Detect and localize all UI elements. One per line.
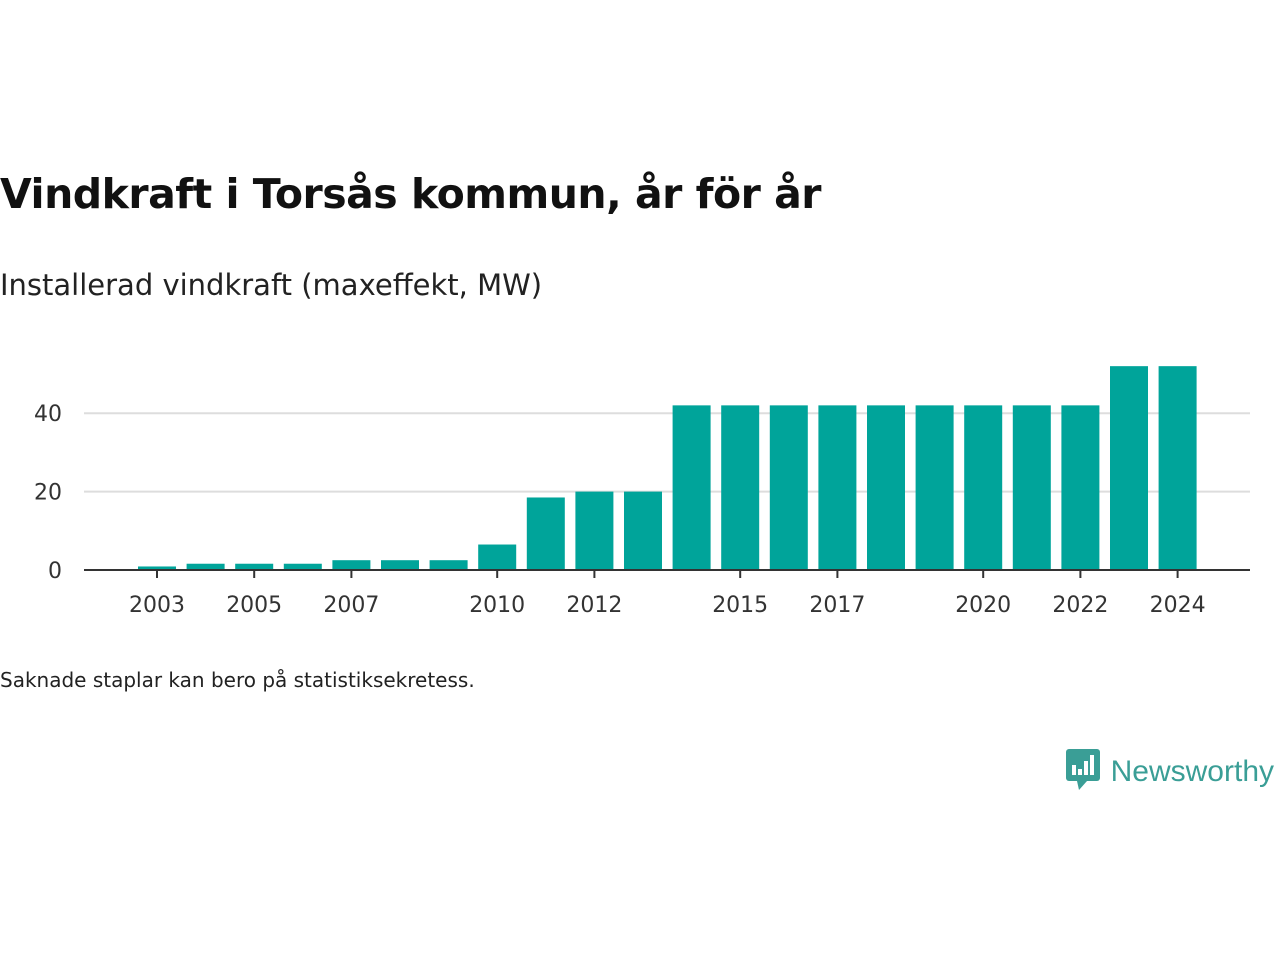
y-tick-label: 20 — [34, 481, 62, 506]
x-tick-label: 2003 — [129, 593, 185, 618]
brand-name: Newsworthy — [1110, 755, 1274, 788]
bar-2008 — [381, 560, 419, 570]
bar-2011 — [526, 497, 565, 570]
bar-2004 — [186, 563, 225, 570]
y-tick-label: 0 — [48, 559, 62, 584]
x-tick-label: 2024 — [1150, 593, 1206, 618]
x-tick-label: 2022 — [1052, 593, 1108, 618]
newsworthy-logo-icon — [1065, 748, 1101, 796]
x-axis-ticks: 2003 2005 2007 2010 2012 2015 2017 2020 2022 2024 — [84, 569, 1250, 618]
bar-2005 — [235, 563, 274, 570]
x-tick-label: 2017 — [809, 593, 865, 618]
bar-2018 — [867, 405, 905, 570]
chart-title: Vindkraft i Torsås kommun, år för år — [0, 170, 822, 218]
x-tick-label: 2012 — [566, 593, 622, 618]
bar-2023 — [1110, 366, 1148, 570]
bar-2022 — [1061, 405, 1100, 570]
x-tick-label: 2005 — [226, 593, 282, 618]
x-tick-label: 2010 — [469, 593, 525, 618]
bar-2009 — [429, 560, 468, 570]
y-tick-label: 40 — [34, 402, 62, 427]
x-tick-label: 2020 — [955, 593, 1011, 618]
bar-2014 — [672, 405, 711, 570]
bar-2006 — [283, 563, 322, 570]
y-axis-ticks: 0 20 40 — [34, 402, 62, 584]
bar-2013 — [624, 491, 662, 570]
bars — [138, 366, 1197, 570]
x-tick-label: 2015 — [712, 593, 768, 618]
footnote: Saknade staplar kan bero på statistiksek… — [0, 668, 475, 692]
bar-2010 — [478, 544, 517, 570]
bar-2012 — [575, 491, 614, 570]
bar-2021 — [1012, 405, 1051, 570]
bar-2019 — [915, 405, 954, 570]
brand: Newsworthy — [1065, 748, 1274, 796]
bar-2017 — [818, 405, 857, 570]
bar-2003 — [138, 566, 176, 570]
bar-2015 — [721, 405, 760, 570]
gridlines — [84, 412, 1250, 493]
bar-2007 — [332, 560, 371, 570]
chart-subtitle: Installerad vindkraft (maxeffekt, MW) — [0, 268, 543, 302]
bar-2024 — [1158, 366, 1197, 570]
bar-2020 — [964, 405, 1003, 570]
x-tick-label: 2007 — [323, 593, 379, 618]
bar-2016 — [769, 405, 808, 570]
